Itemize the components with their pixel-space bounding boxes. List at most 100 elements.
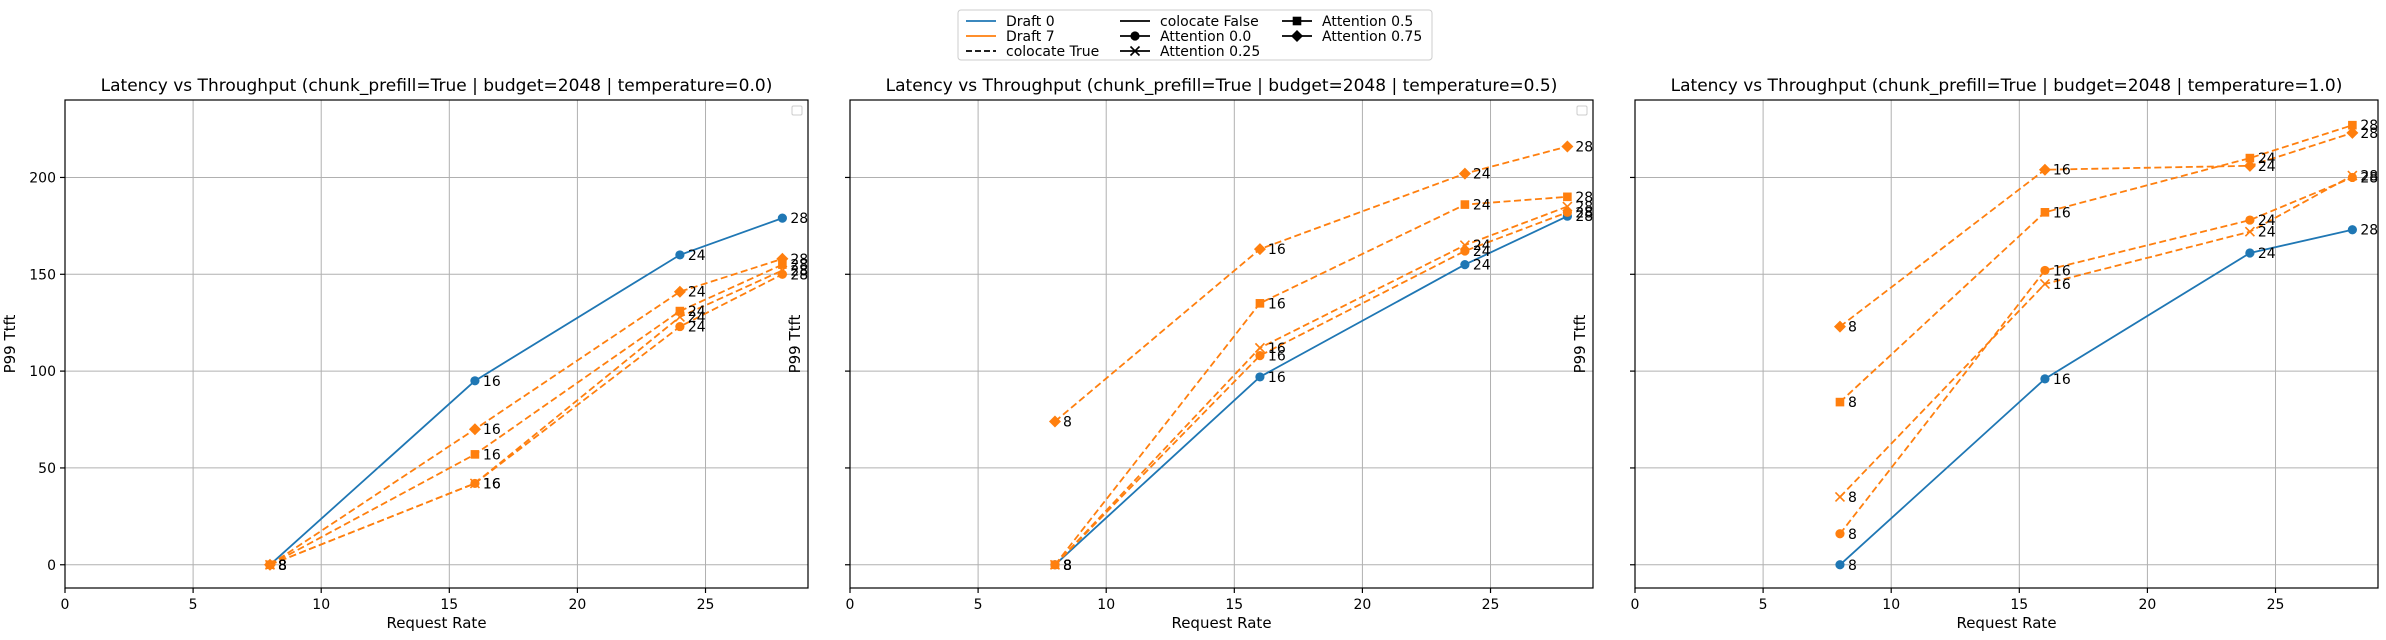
- series-line: [269, 269, 783, 566]
- data-point-square: [1050, 560, 1060, 570]
- x-axis-label: Request Rate: [386, 614, 486, 632]
- data-point-label: 28: [790, 252, 808, 268]
- x-tick-label: 20: [1353, 597, 1371, 613]
- data-point-x: [1562, 201, 1573, 212]
- chart-panel: Latency vs Throughput (chunk_prefill=Tru…: [1571, 76, 2379, 632]
- data-point-label: 16: [2053, 372, 2071, 388]
- y-tick-label: 100: [29, 364, 56, 380]
- data-point-label: 24: [1473, 198, 1491, 214]
- x-tick-label: 0: [846, 597, 855, 613]
- legend-item: Draft 7: [966, 29, 1055, 45]
- data-point-label: 8: [278, 558, 287, 574]
- x-axis-label: Request Rate: [1171, 614, 1271, 632]
- data-point-label: 16: [1268, 242, 1286, 258]
- data-point-circle: [470, 376, 480, 386]
- data-point-label: 8: [1848, 490, 1857, 506]
- series-line: [1839, 174, 2353, 498]
- data-point-square: [2040, 208, 2050, 217]
- y-tick-label: 50: [38, 461, 56, 477]
- data-point-label: 8: [278, 558, 287, 574]
- legend-handle-circle-icon: [1130, 31, 1140, 41]
- data-point-x: [1254, 342, 1265, 353]
- series-line: [1054, 215, 1568, 566]
- data-point-label: 16: [483, 447, 501, 463]
- legend-item: Draft 0: [966, 14, 1055, 30]
- legend-handle-square-icon: [1292, 16, 1302, 26]
- data-point-label: 24: [2258, 225, 2276, 241]
- data-point-circle: [2245, 248, 2255, 258]
- series-line: [1054, 211, 1568, 566]
- plot-frame: [849, 99, 1594, 589]
- data-point-square: [470, 450, 480, 459]
- x-tick-label: 20: [568, 597, 586, 613]
- series-line: [269, 263, 783, 566]
- data-point-label: 24: [1473, 258, 1491, 274]
- data-point-diamond: [1048, 415, 1061, 428]
- legend-label: Attention 0.25: [1160, 44, 1260, 60]
- chart-panel: Latency vs Throughput (chunk_prefill=Tru…: [1, 76, 809, 632]
- data-point-x: [2039, 278, 2050, 290]
- legend-handle-diamond-icon: [1291, 30, 1303, 42]
- data-point-label: 24: [688, 310, 706, 326]
- legend-item: Attention 0.5: [1282, 14, 1413, 30]
- data-point-diamond: [2346, 126, 2359, 139]
- x-tick-label: 15: [440, 597, 458, 613]
- data-point-label: 28: [790, 211, 808, 227]
- data-point-label: 28: [2360, 170, 2378, 186]
- data-point-label: 24: [1473, 167, 1491, 183]
- data-point-label: 24: [688, 320, 706, 336]
- data-point-label: 28: [1575, 190, 1593, 206]
- series-line: [1839, 176, 2353, 535]
- data-point-label: 16: [1268, 370, 1286, 386]
- data-point-label: 16: [2053, 277, 2071, 293]
- data-point-square: [1835, 397, 1845, 407]
- series-line: [1839, 132, 2353, 328]
- legend-label: Attention 0.75: [1322, 29, 1422, 45]
- data-point-x: [2244, 226, 2255, 237]
- data-point-label: 28: [2360, 223, 2378, 239]
- data-point-label: 16: [1268, 296, 1286, 312]
- data-point-label: 8: [1063, 558, 1072, 574]
- x-tick-label: 10: [1882, 597, 1900, 613]
- plot-frame: [1634, 99, 2379, 589]
- data-point-circle: [2347, 172, 2357, 183]
- data-point-diamond: [1833, 320, 1846, 333]
- data-point-label: 24: [2258, 151, 2276, 167]
- x-tick-label: 15: [1225, 597, 1243, 613]
- x-tick-label: 25: [1482, 597, 1500, 613]
- data-point-label: 28: [2360, 118, 2378, 134]
- data-point-square: [675, 306, 685, 316]
- data-point-square: [1460, 200, 1470, 209]
- data-point-label: 16: [2053, 263, 2071, 279]
- data-point-circle: [777, 213, 787, 223]
- data-point-label: 24: [688, 304, 706, 320]
- legend-label: Attention 0.5: [1322, 14, 1413, 30]
- x-tick-label: 20: [2138, 597, 2156, 613]
- legend-label: Draft 0: [1006, 14, 1055, 30]
- data-point-circle: [1460, 246, 1470, 256]
- data-point-label: 16: [483, 374, 501, 390]
- data-point-diamond: [263, 558, 276, 571]
- x-tick-label: 0: [1631, 597, 1640, 613]
- legend-label: Attention 0.0: [1160, 29, 1251, 45]
- series-line: [1054, 145, 1568, 423]
- series-line: [1054, 195, 1568, 566]
- data-point-label: 8: [1063, 558, 1072, 574]
- x-axis-label: Request Rate: [1956, 614, 2056, 632]
- series-line: [1054, 205, 1568, 566]
- data-point-label: 24: [688, 285, 706, 301]
- series-line: [1839, 228, 2353, 566]
- data-point-label: 24: [2258, 213, 2276, 229]
- data-point-label: 28: [1575, 139, 1593, 155]
- y-tick-label: 150: [29, 267, 56, 283]
- x-tick-label: 25: [2267, 597, 2285, 613]
- data-point-label: 24: [1473, 244, 1491, 260]
- data-point-circle: [1255, 372, 1265, 382]
- chart-title: Latency vs Throughput (chunk_prefill=Tru…: [886, 76, 1558, 96]
- y-tick-label: 0: [47, 558, 56, 574]
- data-point-square: [1563, 192, 1572, 202]
- data-point-circle: [675, 250, 685, 260]
- data-point-label: 16: [2053, 205, 2071, 221]
- data-point-label: 16: [483, 422, 501, 438]
